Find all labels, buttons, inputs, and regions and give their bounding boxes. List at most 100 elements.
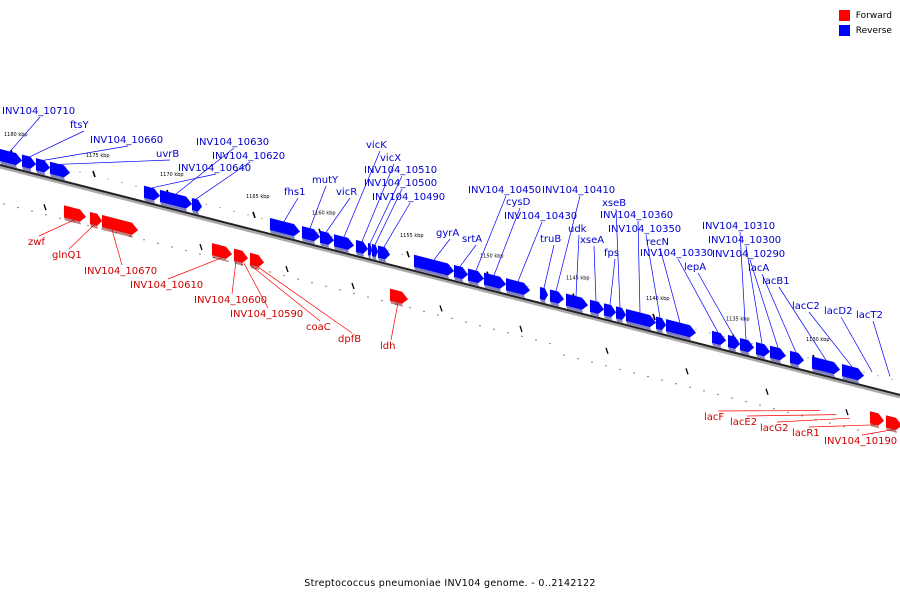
- leader-zwf: [38, 219, 75, 237]
- gene-arrow-shadow: [320, 242, 330, 248]
- gene-label-inv104-10330: INV104_10330: [640, 248, 713, 259]
- tick-dot: [87, 224, 89, 227]
- gene-arrow-uvrb: [49, 161, 71, 178]
- gene-arrow-shadow: [302, 238, 315, 245]
- tick-dot: [339, 289, 341, 291]
- gene-arrow-lacc2: [841, 363, 865, 381]
- gene-label-inv104-10500: INV104_10500: [364, 178, 437, 189]
- leader-udk: [575, 234, 580, 297]
- tick-dot: [843, 425, 845, 428]
- tick-dot: [101, 228, 103, 230]
- leader-inv104-10620: [195, 161, 251, 200]
- tick-dot: [325, 285, 327, 287]
- tick-dot: [401, 253, 403, 255]
- scale-tick-label: 1145 kbp: [566, 276, 590, 282]
- gene-arrow-shadow: [90, 223, 99, 229]
- gene-arrow-shadow: [770, 357, 781, 364]
- tick-dot: [297, 278, 299, 280]
- tick-dot: [863, 371, 865, 373]
- gene-arrow-shadow: [234, 260, 244, 266]
- gene-arrow-shadow: [368, 255, 372, 259]
- minor-tick: [351, 282, 355, 290]
- leader-fps: [609, 258, 616, 305]
- gene-arrow-fhs1: [269, 217, 301, 237]
- tick-dot: [877, 375, 879, 377]
- gene-label-inv104-10300: INV104_10300: [708, 235, 781, 246]
- gene-arrow-shadow: [414, 266, 449, 279]
- gene-arrow-shadow: [50, 173, 65, 181]
- tick-dot: [717, 393, 719, 396]
- gene-arrow-recn: [665, 318, 697, 338]
- leader-inv104-10350: [645, 234, 661, 318]
- gene-label-muty: mutY: [312, 175, 339, 186]
- tick-dot: [143, 239, 145, 241]
- scale-tick-label: 1160 kbp: [312, 211, 336, 217]
- tick-dot: [381, 299, 383, 302]
- scale-tick-label: 1170 kbp: [160, 172, 184, 178]
- gene-label-dpfb: dpfB: [338, 334, 361, 345]
- leader-inv104-10490: [383, 202, 411, 248]
- gene-arrow-lacb1: [811, 356, 841, 375]
- gene-arrow-shadow: [626, 320, 651, 331]
- leader-srta: [459, 244, 477, 267]
- gene-arrow-inv104-10290: [769, 345, 787, 361]
- tick-dot: [773, 408, 775, 410]
- tick-dot: [829, 422, 831, 424]
- leader-inv104-10430: [517, 221, 543, 282]
- gene-arrow-inv104-10360: [625, 308, 657, 328]
- tick-dot: [437, 314, 439, 316]
- leader-inv104-10290: [749, 259, 779, 348]
- leader-inv104-10310: [739, 231, 747, 340]
- leader-gyra: [433, 238, 451, 261]
- leader-inv104-10500: [374, 188, 403, 245]
- gene-arrow-lacr1: [869, 410, 885, 426]
- leader-lacb1: [778, 286, 827, 361]
- major-tick: [406, 250, 410, 258]
- gene-arrow-shadow: [372, 256, 377, 260]
- gene-arrow-inv104-10630: [159, 189, 193, 209]
- tick-dot: [283, 274, 285, 277]
- gene-label-lacd2: lacD2: [824, 306, 852, 317]
- tick-dot: [185, 249, 187, 252]
- leader-lacc2: [808, 311, 853, 367]
- scale-tick-label: 1180 kbp: [4, 132, 28, 138]
- scale-tick-label: 1155 kbp: [400, 233, 424, 239]
- tick-dot: [723, 335, 725, 338]
- gene-label-gyra: gyrA: [436, 228, 459, 239]
- leader-inv104-10660: [43, 145, 129, 161]
- gene-arrow-inv104-10330: [711, 330, 727, 346]
- leader-lact2: [872, 320, 891, 377]
- gene-label-lacf: lacF: [704, 412, 724, 423]
- gene-arrow-xseb: [615, 306, 627, 321]
- leader-vicx: [361, 163, 395, 242]
- gene-label-inv104-10350: INV104_10350: [608, 224, 681, 235]
- gene-arrow-inv104-10510: [367, 242, 373, 256]
- gene-label-inv104-10490: INV104_10490: [372, 192, 445, 203]
- gene-arrow-lepa: [727, 334, 741, 350]
- leader-lace2: [746, 414, 837, 417]
- gene-label-inv104-10310: INV104_10310: [702, 221, 775, 232]
- gene-arrow-shadow: [566, 305, 583, 313]
- tick-dot: [807, 357, 809, 359]
- gene-arrow-shadow: [740, 350, 750, 356]
- gene-arrow-inv104-10710: [0, 148, 23, 166]
- gene-label-inv104-10600: INV104_10600: [194, 295, 267, 306]
- tick-dot: [527, 285, 529, 287]
- gene-label-inv104-10510: INV104_10510: [364, 165, 437, 176]
- gene-label-fps: fps: [604, 248, 619, 259]
- tick-dot: [247, 214, 249, 216]
- gene-arrows[interactable]: [0, 148, 900, 433]
- tick-dot: [493, 328, 495, 330]
- legend: Forward Reverse: [838, 8, 892, 38]
- minor-tick-dots: [3, 153, 893, 439]
- gene-arrow-vick: [333, 234, 355, 251]
- scale-tick-label: 1130 kbp: [806, 337, 830, 343]
- tick-dot: [549, 342, 551, 345]
- major-tick: [652, 313, 656, 321]
- gene-arrow-shadow: [378, 257, 387, 263]
- gene-arrow-srta: [453, 264, 469, 280]
- gene-label-inv104-10590: INV104_10590: [230, 309, 303, 320]
- gene-arrow-inv104-10350: [655, 316, 667, 331]
- gene-arrow-shadow: [842, 376, 859, 384]
- tick-dot: [507, 332, 509, 334]
